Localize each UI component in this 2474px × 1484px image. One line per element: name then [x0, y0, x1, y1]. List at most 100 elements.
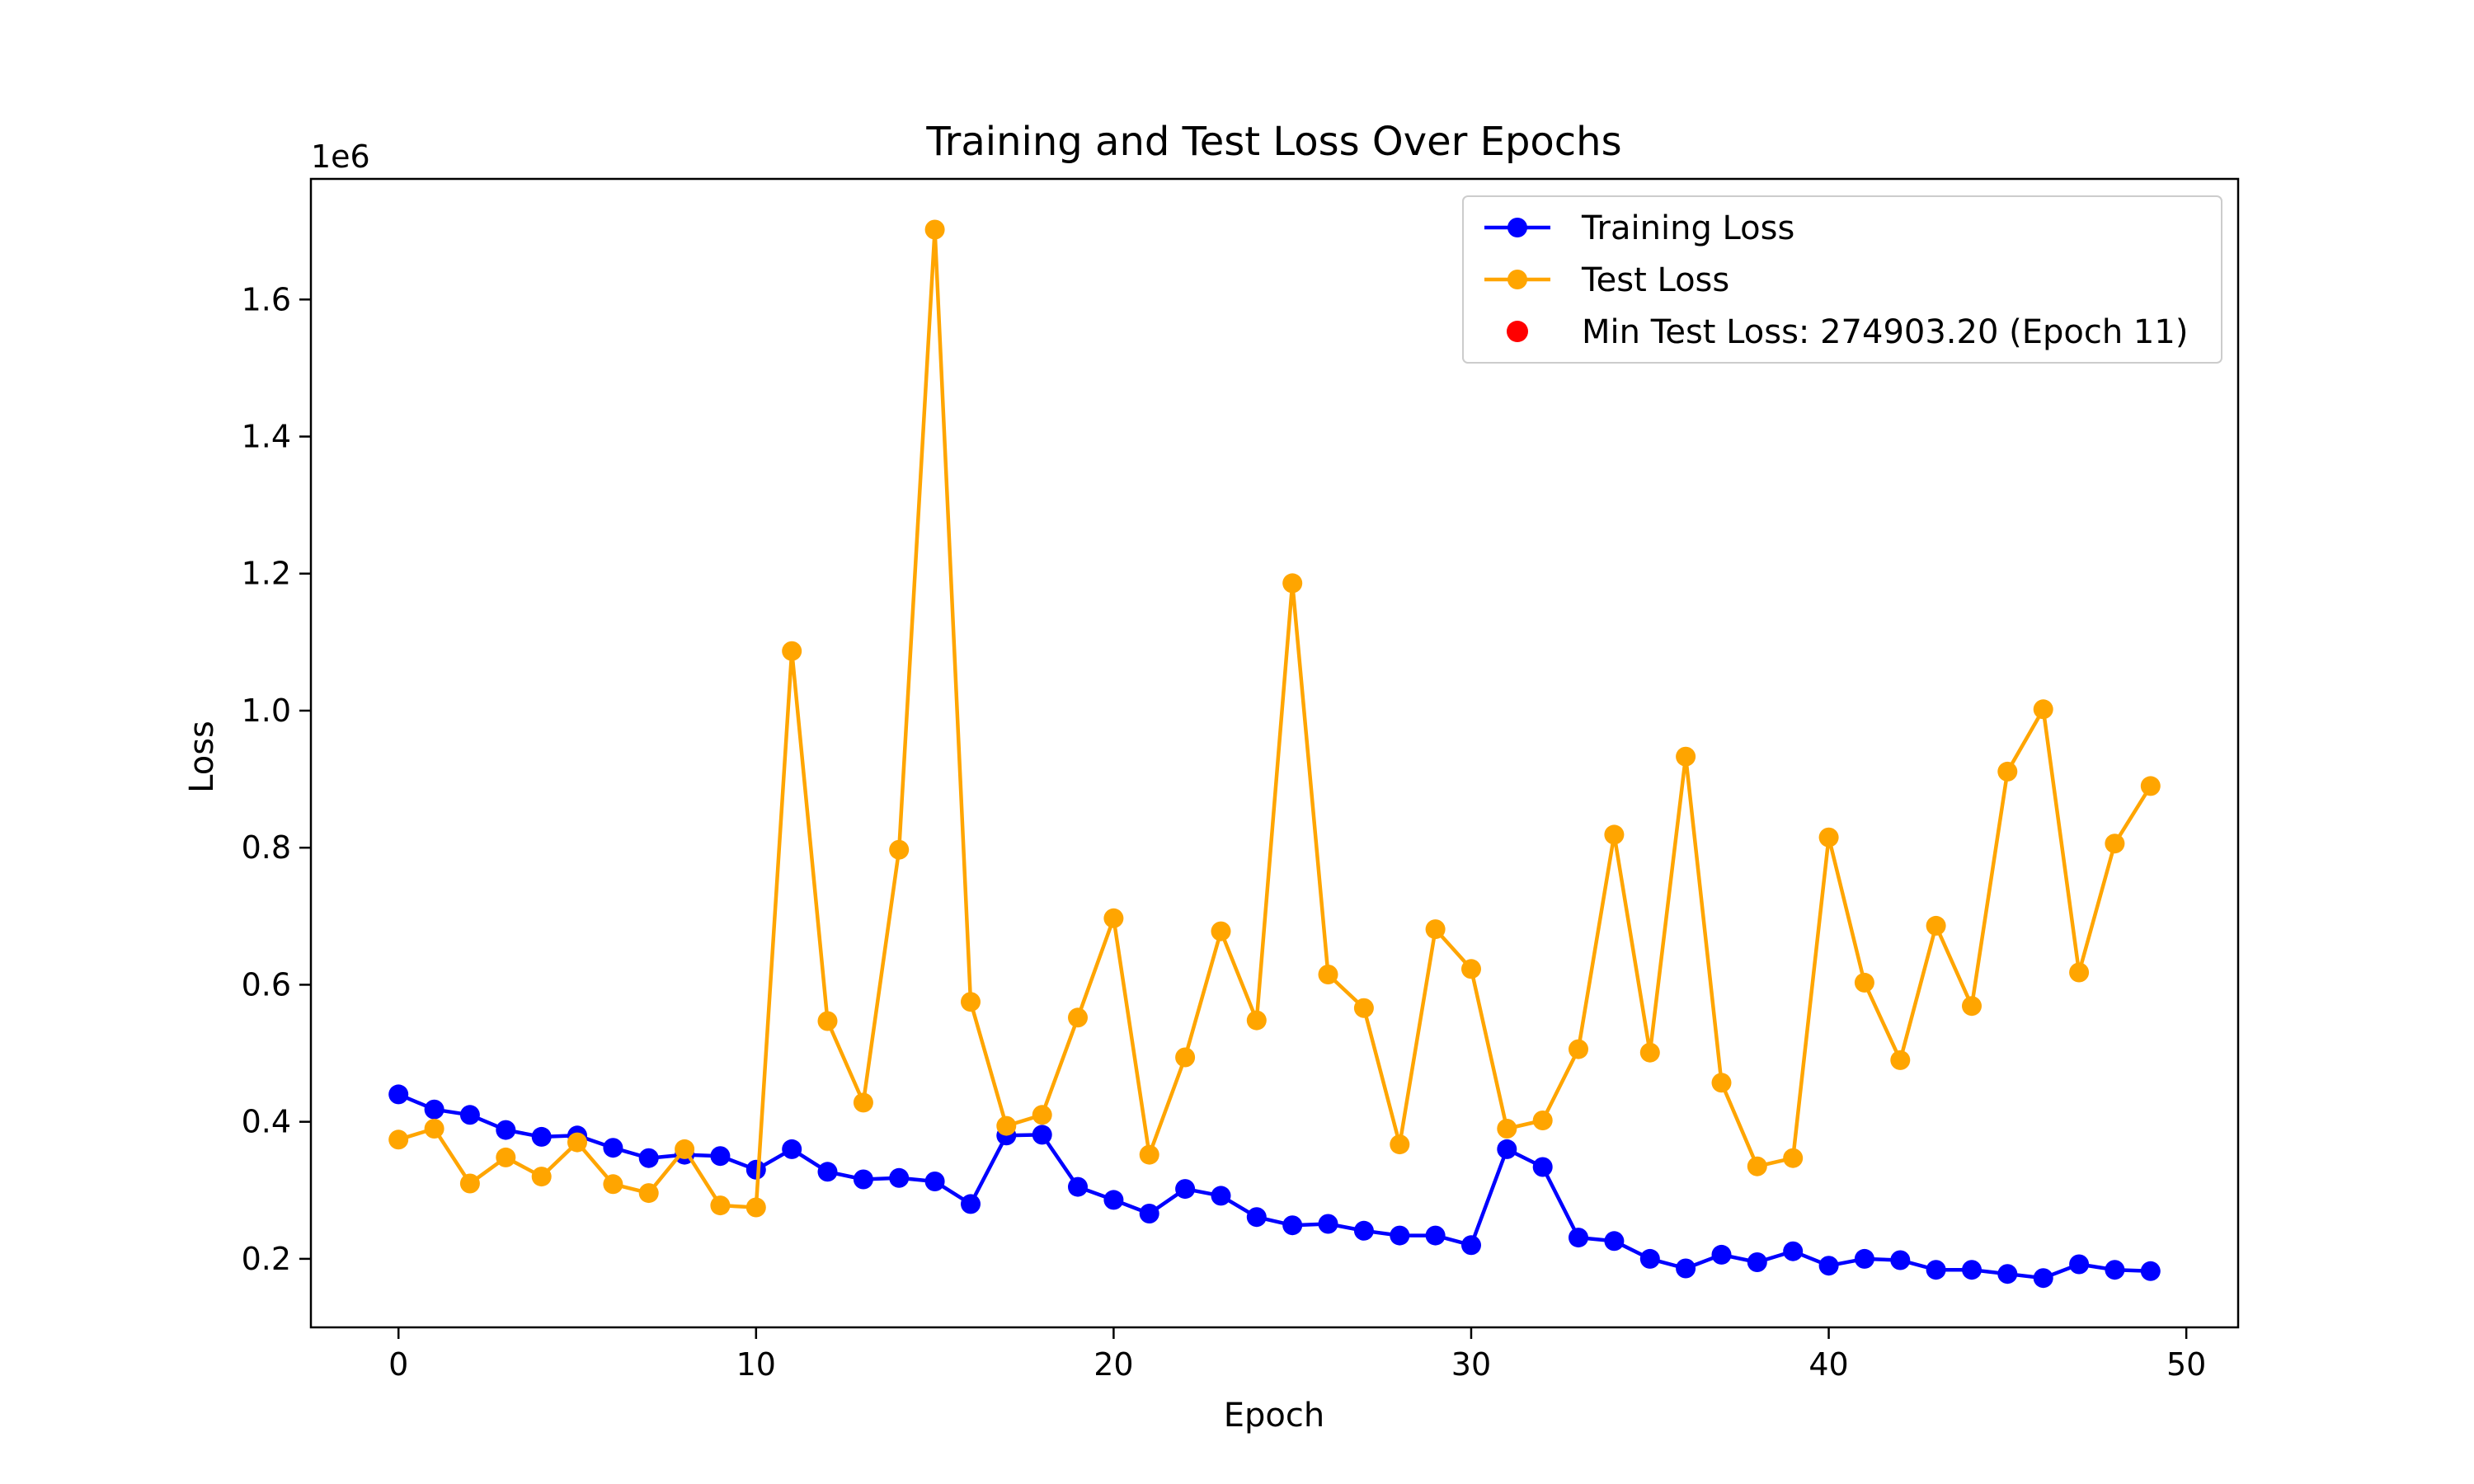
- x-tick-label: 30: [1451, 1346, 1491, 1383]
- y-tick-label: 1.0: [242, 693, 291, 729]
- x-tick-label: 50: [2166, 1346, 2206, 1383]
- series-1-point: [2033, 699, 2053, 720]
- y-tick-label: 1.4: [242, 419, 291, 455]
- series-0-point: [924, 1172, 945, 1191]
- series-0-point: [1532, 1157, 1553, 1177]
- series-0-point: [2033, 1268, 2053, 1289]
- series-0-point: [531, 1126, 552, 1147]
- series-1-point: [1425, 919, 1446, 940]
- series-1-point: [1747, 1156, 1767, 1176]
- series-1-point: [2069, 962, 2090, 983]
- series-0-point: [961, 1194, 981, 1214]
- series-1-point: [424, 1119, 444, 1139]
- series-1-point: [1246, 1010, 1267, 1031]
- series-1-point: [675, 1139, 695, 1159]
- series-0-point: [1175, 1179, 1196, 1200]
- series-1-point: [924, 219, 945, 240]
- series-0-point: [1890, 1250, 1911, 1270]
- x-axis: 0 10 20 30 40 50: [388, 1327, 2206, 1383]
- series-0-point: [2140, 1261, 2161, 1281]
- y-tick-label: 1.2: [242, 556, 291, 592]
- series-0-point: [2105, 1260, 2125, 1280]
- series-1-point: [1032, 1105, 1052, 1125]
- series-0-point: [1747, 1252, 1767, 1272]
- series-0-point: [1318, 1214, 1338, 1234]
- series-1-point: [603, 1174, 623, 1195]
- plot-frame: [309, 177, 2240, 1329]
- series-0-point: [1139, 1204, 1159, 1223]
- series-1-point: [531, 1167, 552, 1187]
- series-0-point: [1103, 1190, 1124, 1210]
- series-1-point: [1211, 921, 1231, 942]
- series-1-point: [1711, 1073, 1732, 1093]
- y-tick-label: 0.2: [242, 1241, 291, 1277]
- series-1-point: [782, 641, 802, 661]
- series-line-1: [397, 228, 2152, 1209]
- series-0-point: [1639, 1248, 1660, 1269]
- series-1-point: [1353, 998, 1374, 1018]
- series-0-point: [603, 1138, 623, 1158]
- series-1-point: [1926, 915, 1946, 936]
- x-tick-label: 40: [1808, 1346, 1848, 1383]
- series-1-point: [459, 1173, 480, 1194]
- series-1-point: [567, 1132, 587, 1153]
- series-0-point: [1818, 1256, 1839, 1276]
- series-0-point: [1497, 1139, 1517, 1159]
- series-0-point: [1783, 1241, 1804, 1261]
- series-0-point: [817, 1162, 838, 1182]
- series-0-point: [1604, 1231, 1625, 1252]
- y-axis-label: Loss: [183, 721, 221, 793]
- series-0-point: [1676, 1258, 1696, 1279]
- legend-marker-2: [1507, 321, 1528, 342]
- series-1-point: [996, 1115, 1017, 1136]
- series-1-point: [961, 992, 981, 1012]
- series-1-point: [1497, 1119, 1517, 1139]
- series-1-point: [638, 1183, 659, 1204]
- series-0-point: [1425, 1225, 1446, 1246]
- plot-marks: [388, 219, 2161, 1289]
- series-0-point: [1926, 1260, 1946, 1280]
- legend-marker-0: [1507, 218, 1527, 237]
- series-0-point: [1711, 1244, 1732, 1265]
- legend-label-1: Test Loss: [1581, 261, 1729, 299]
- y-tick-label: 0.6: [242, 966, 291, 1003]
- series-0-point: [1997, 1264, 2018, 1284]
- series-1-point: [1569, 1039, 1588, 1059]
- series-1-point: [2105, 834, 2125, 854]
- y-offset-label: 1e6: [311, 139, 370, 175]
- series-1-point: [1639, 1042, 1660, 1063]
- y-axis: 0.2 0.4 0.6 0.8 1.0 1.2 1.4 1.6: [242, 281, 311, 1277]
- series-0-point: [710, 1146, 731, 1167]
- series-0-point: [638, 1148, 659, 1168]
- series-1-point: [745, 1197, 766, 1218]
- series-1-point: [496, 1147, 516, 1167]
- series-0-point: [745, 1159, 766, 1180]
- series-1-point: [1282, 573, 1303, 594]
- series-0-point: [424, 1099, 444, 1120]
- series-1-point: [1175, 1047, 1196, 1068]
- series-1-point: [853, 1092, 873, 1113]
- legend-marker-1: [1507, 270, 1527, 289]
- y-tick-label: 1.6: [242, 281, 291, 317]
- y-tick-label: 0.8: [242, 829, 291, 866]
- series-0-point: [889, 1167, 910, 1188]
- x-tick-label: 0: [388, 1346, 408, 1383]
- series-1-point: [1890, 1050, 1911, 1070]
- series-0-point: [1211, 1186, 1231, 1206]
- series-1-point: [1390, 1134, 1410, 1155]
- legend-box: [1462, 195, 2222, 364]
- series-0-point: [782, 1139, 802, 1159]
- series-1-point: [1604, 824, 1625, 845]
- legend: Training Loss Test Loss Min Test Loss: 274…: [1462, 195, 2222, 364]
- series-1-point: [1532, 1111, 1553, 1130]
- series-1-point: [889, 839, 910, 860]
- series-0-point: [459, 1105, 480, 1125]
- series-0-point: [1962, 1260, 1982, 1280]
- series-0-point: [388, 1084, 409, 1105]
- series-0-point: [496, 1120, 516, 1140]
- series-0-point: [1461, 1235, 1481, 1256]
- series-0-point: [1854, 1248, 1874, 1269]
- series-1-point: [1139, 1144, 1159, 1165]
- series-1-point: [1103, 908, 1124, 928]
